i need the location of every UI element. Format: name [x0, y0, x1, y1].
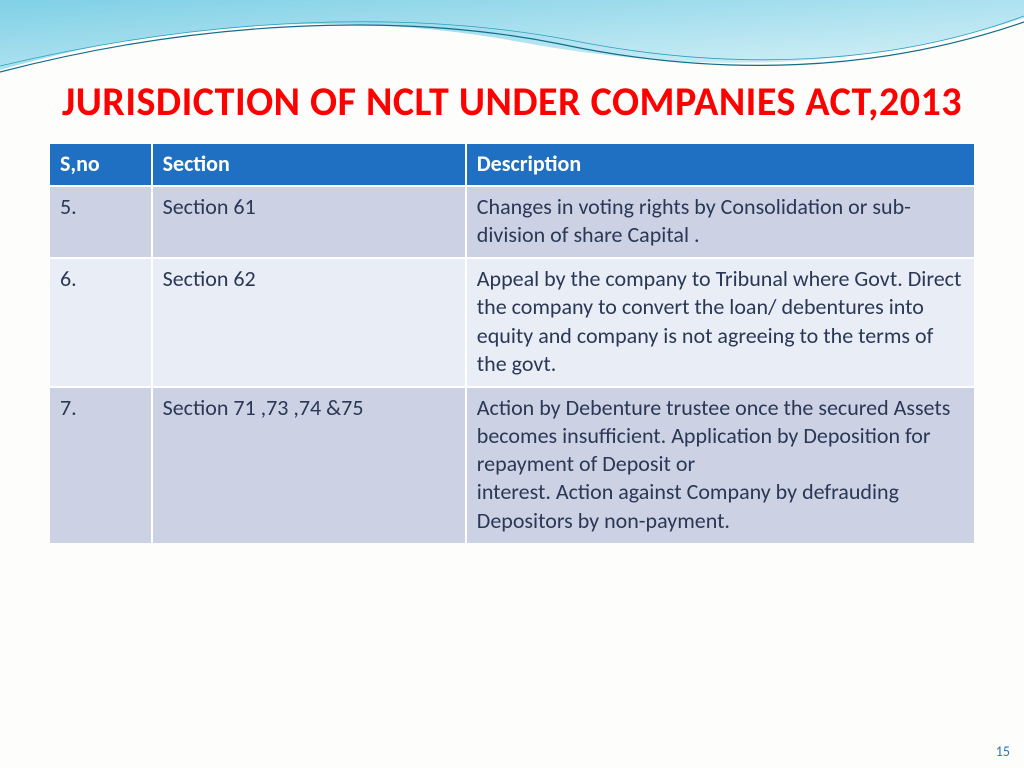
cell-section: Section 71 ,73 ,74 &75 [152, 387, 466, 543]
cell-sno: 5. [50, 186, 152, 258]
cell-sno: 6. [50, 258, 152, 387]
table-header-row: S,no Section Description [50, 144, 974, 186]
col-header-section: Section [152, 144, 466, 186]
jurisdiction-table-container: S,no Section Description 5. Section 61 C… [0, 144, 1024, 543]
cell-desc: Changes in voting rights by Consolidatio… [466, 186, 974, 258]
table-row: 7. Section 71 ,73 ,74 &75 Action by Debe… [50, 387, 974, 543]
page-number: 15 [996, 743, 1010, 760]
cell-desc: Appeal by the company to Tribunal where … [466, 258, 974, 387]
jurisdiction-table: S,no Section Description 5. Section 61 C… [50, 144, 974, 543]
col-header-desc: Description [466, 144, 974, 186]
cell-section: Section 61 [152, 186, 466, 258]
cell-sno: 7. [50, 387, 152, 543]
table-row: 5. Section 61 Changes in voting rights b… [50, 186, 974, 258]
cell-desc: Action by Debenture trustee once the sec… [466, 387, 974, 543]
slide-title: JURISDICTION OF NCLT UNDER COMPANIES ACT… [0, 0, 1024, 144]
table-row: 6. Section 62 Appeal by the company to T… [50, 258, 974, 387]
cell-section: Section 62 [152, 258, 466, 387]
col-header-sno: S,no [50, 144, 152, 186]
